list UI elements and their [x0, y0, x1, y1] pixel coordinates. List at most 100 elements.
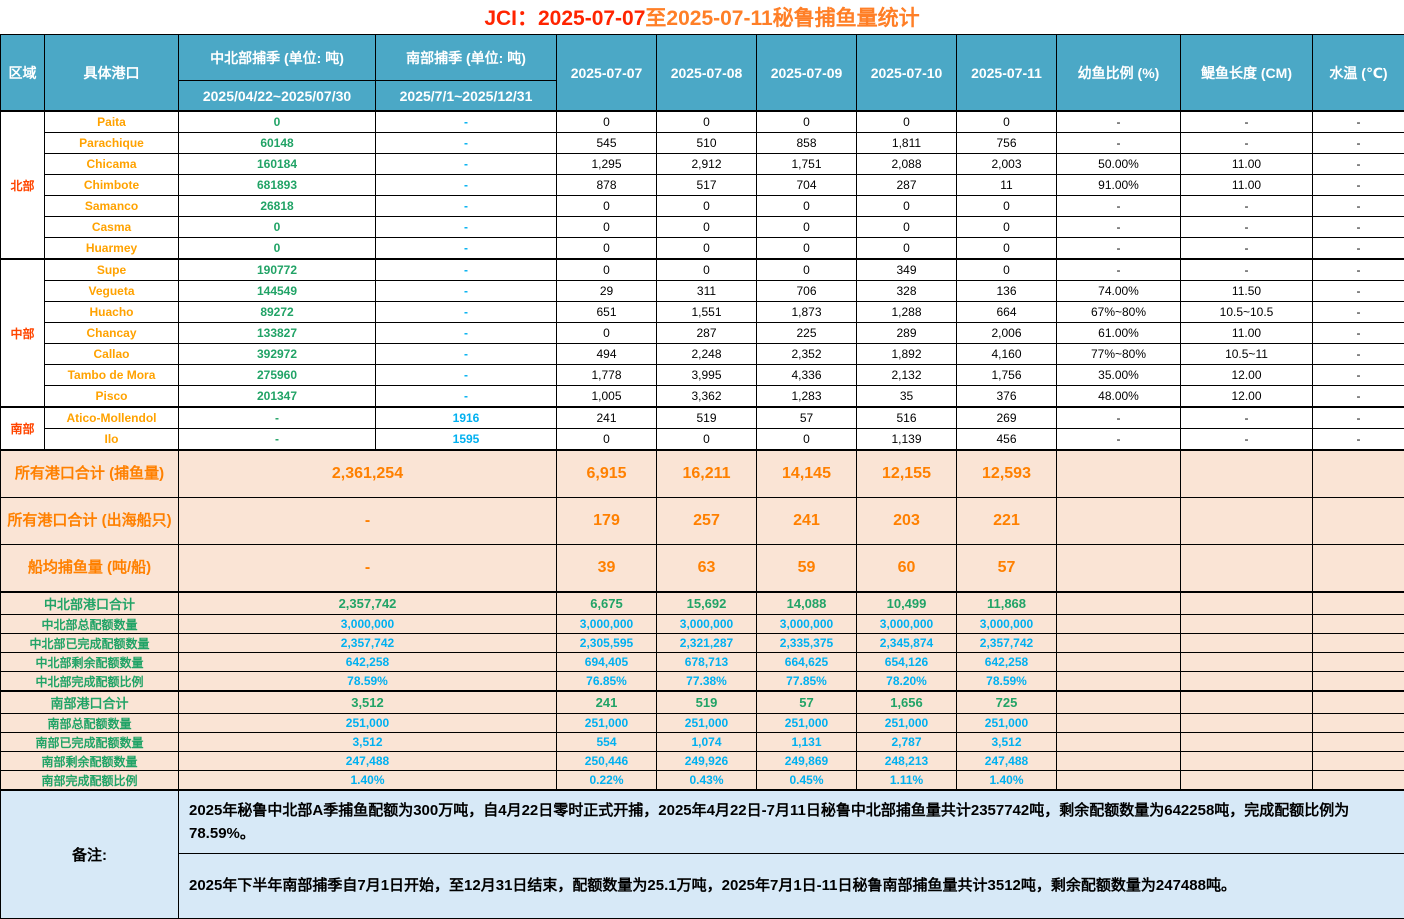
water-temp: - — [1313, 217, 1404, 238]
daily-catch: 858 — [757, 133, 857, 154]
daily-catch: 1,873 — [757, 302, 857, 323]
quota-daily-value: 249,869 — [757, 752, 857, 771]
anchovy-length: - — [1181, 217, 1313, 238]
table-row: 2025年下半年南部捕季自7月1日开始，至12月31日结束，配额数量为25.1万… — [1, 854, 1404, 919]
table-row: 备注:2025年秘鲁中北部A季捕鱼配额为300万吨，自4月22日零时正式开捕，2… — [1, 790, 1404, 854]
quota-label: 中北部已完成配额数量 — [1, 634, 179, 653]
daily-catch: 0 — [957, 196, 1057, 217]
south-season-total: - — [376, 259, 557, 281]
daily-catch: 0 — [557, 429, 657, 451]
empty-cell — [1057, 771, 1181, 791]
port-name: Chicama — [45, 154, 179, 175]
empty-cell — [1313, 545, 1404, 593]
empty-cell — [1313, 450, 1404, 498]
south-season-total: - — [376, 344, 557, 365]
quota-label: 中北部剩余配额数量 — [1, 653, 179, 672]
quota-daily-value: 10,499 — [857, 592, 957, 615]
anchovy-length: 10.5~10.5 — [1181, 302, 1313, 323]
daily-catch: 1,283 — [757, 386, 857, 408]
quota-daily-value: 1,074 — [657, 733, 757, 752]
empty-cell — [1313, 634, 1404, 653]
water-temp: - — [1313, 407, 1404, 429]
empty-cell — [1057, 672, 1181, 692]
north-season-total: 0 — [179, 238, 376, 260]
juvenile-ratio: 77%~80% — [1057, 344, 1181, 365]
empty-cell — [1181, 733, 1313, 752]
quota-daily-value: 78.20% — [857, 672, 957, 692]
summary-daily-value: 12,593 — [957, 450, 1057, 498]
south-season-date-range: 2025/7/1~2025/12/31 — [376, 81, 557, 112]
summary-daily-value: 16,211 — [657, 450, 757, 498]
summary-daily-value: 63 — [657, 545, 757, 593]
empty-cell — [1181, 634, 1313, 653]
daily-catch: 456 — [957, 429, 1057, 451]
daily-catch: 1,778 — [557, 365, 657, 386]
daily-catch: 0 — [757, 238, 857, 260]
daily-catch: 1,295 — [557, 154, 657, 175]
anchovy-length: - — [1181, 259, 1313, 281]
daily-catch: 0 — [557, 238, 657, 260]
north-season-total: 0 — [179, 111, 376, 133]
summary-daily-value: 241 — [757, 498, 857, 545]
daily-catch: 1,892 — [857, 344, 957, 365]
daily-catch: 0 — [657, 238, 757, 260]
north-season-total: 133827 — [179, 323, 376, 344]
summary-daily-value: 12,155 — [857, 450, 957, 498]
daily-catch: 0 — [957, 259, 1057, 281]
col-header-date-4: 2025-07-10 — [857, 35, 957, 112]
quota-daily-value: 77.85% — [757, 672, 857, 692]
quota-label: 南部完成配额比例 — [1, 771, 179, 791]
daily-catch: 651 — [557, 302, 657, 323]
empty-cell — [1057, 450, 1181, 498]
juvenile-ratio: - — [1057, 238, 1181, 260]
port-name: Tambo de Mora — [45, 365, 179, 386]
daily-catch: 0 — [557, 259, 657, 281]
daily-catch: 0 — [957, 238, 1057, 260]
col-header-south-season: 南部捕季 (单位: 吨) — [376, 35, 557, 81]
daily-catch: 4,336 — [757, 365, 857, 386]
daily-catch: 0 — [757, 259, 857, 281]
empty-cell — [1181, 752, 1313, 771]
header-row-main: 区域 具体港口 中北部捕季 (单位: 吨) 南部捕季 (单位: 吨) 2025-… — [1, 35, 1404, 81]
water-temp: - — [1313, 175, 1404, 196]
empty-cell — [1313, 771, 1404, 791]
water-temp: - — [1313, 281, 1404, 302]
col-header-north-season: 中北部捕季 (单位: 吨) — [179, 35, 376, 81]
port-name: Huacho — [45, 302, 179, 323]
juvenile-ratio: - — [1057, 196, 1181, 217]
daily-catch: 1,551 — [657, 302, 757, 323]
summary-total: - — [179, 498, 557, 545]
south-season-total: - — [376, 238, 557, 260]
port-name: Samanco — [45, 196, 179, 217]
quota-daily-value: 251,000 — [757, 714, 857, 733]
quota-daily-value: 3,512 — [957, 733, 1057, 752]
daily-catch: 2,088 — [857, 154, 957, 175]
port-name: Huarmey — [45, 238, 179, 260]
daily-catch: 1,811 — [857, 133, 957, 154]
water-temp: - — [1313, 365, 1404, 386]
daily-catch: 35 — [857, 386, 957, 408]
south-season-total: 1916 — [376, 407, 557, 429]
col-header-date-3: 2025-07-09 — [757, 35, 857, 112]
juvenile-ratio: - — [1057, 111, 1181, 133]
daily-catch: 0 — [757, 196, 857, 217]
quota-total: 2,357,742 — [179, 634, 557, 653]
daily-catch: 1,005 — [557, 386, 657, 408]
daily-catch: 0 — [857, 217, 957, 238]
empty-cell — [1057, 615, 1181, 634]
daily-catch: 1,751 — [757, 154, 857, 175]
empty-cell — [1057, 691, 1181, 714]
south-season-total: - — [376, 196, 557, 217]
quota-daily-value: 251,000 — [557, 714, 657, 733]
empty-cell — [1313, 752, 1404, 771]
quota-daily-value: 0.45% — [757, 771, 857, 791]
north-season-total: 392972 — [179, 344, 376, 365]
